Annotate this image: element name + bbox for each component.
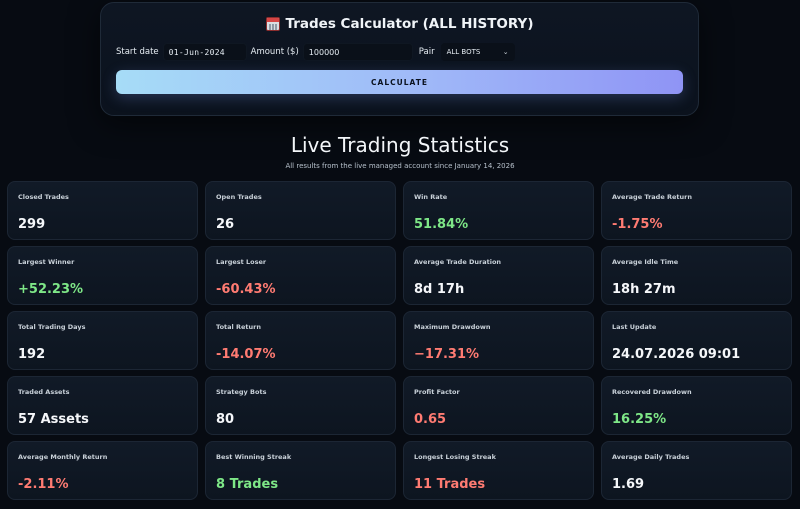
stat-card: Total Trading Days 192 (7, 311, 198, 370)
stat-card-value: 16.25% (612, 412, 667, 427)
stat-card-value: 11 Trades (414, 477, 486, 492)
stat-card-label: Largest Winner (18, 258, 75, 266)
stat-card: Average Trade Duration 8d 17h (403, 246, 594, 305)
stat-card-value: -14.07% (216, 347, 276, 362)
calculator-inputs-row: Start date 01-Jun-2024 Amount ($) 100000… (116, 42, 683, 62)
stat-card-value: -2.11% (18, 477, 69, 492)
page-title: Live Trading Statistics (290, 133, 510, 157)
stat-card: Average Daily Trades 1.69 (601, 441, 792, 500)
stat-card: Closed Trades 299 (7, 181, 198, 240)
stat-card-label: Average Trade Duration (414, 258, 502, 266)
stat-card-label: Average Daily Trades (612, 453, 690, 461)
stat-card: Maximum Drawdown −17.31% (403, 311, 594, 370)
stat-card-label: Total Return (216, 323, 262, 331)
stat-card-value: 24.07.2026 09:01 (612, 347, 741, 362)
stat-card-value: 80 (216, 412, 235, 427)
stat-card-label: Recovered Drawdown (612, 388, 692, 396)
stat-card: Largest Winner +52.23% (7, 246, 198, 305)
stat-card-label: Strategy Bots (216, 388, 267, 396)
pair-select-value: ALL BOTS (446, 48, 481, 56)
stat-card: Recovered Drawdown 16.25% (601, 376, 792, 435)
calculator-title: Trades Calculator (ALL HISTORY) (101, 16, 698, 32)
stat-card-label: Largest Loser (216, 258, 267, 266)
start-date-input[interactable]: 01-Jun-2024 (162, 43, 247, 61)
stat-card-value: 299 (18, 217, 46, 232)
stat-card-label: Average Idle Time (612, 258, 679, 266)
stat-card-label: Last Update (612, 323, 657, 331)
stat-card: Profit Factor 0.65 (403, 376, 594, 435)
stat-card: Largest Loser -60.43% (205, 246, 396, 305)
stat-card: Strategy Bots 80 (205, 376, 396, 435)
stat-card-label: Best Winning Streak (216, 453, 292, 461)
stat-card-value: -1.75% (612, 217, 663, 232)
trades-calculator-panel: Trades Calculator (ALL HISTORY) Start da… (100, 2, 699, 116)
pair-label: Pair (418, 47, 435, 57)
stat-card-label: Maximum Drawdown (414, 323, 491, 331)
calculate-button[interactable]: CALCULATE (116, 70, 683, 94)
chevron-down-icon: ⌄ (502, 48, 509, 56)
stat-card-value: −17.31% (414, 347, 480, 362)
stat-card: Total Return -14.07% (205, 311, 396, 370)
stat-card-value: 51.84% (414, 217, 469, 232)
stat-card: Average Trade Return -1.75% (601, 181, 792, 240)
stat-card-value: 8 Trades (216, 477, 279, 492)
stat-card-label: Traded Assets (18, 388, 70, 396)
stat-card: Open Trades 26 (205, 181, 396, 240)
stat-card-value: 0.65 (414, 412, 447, 427)
stat-card-value: 192 (18, 347, 46, 362)
amount-label: Amount ($) (250, 47, 299, 57)
stat-card: Longest Losing Streak 11 Trades (403, 441, 594, 500)
stat-card: Win Rate 51.84% (403, 181, 594, 240)
stat-card: Last Update 24.07.2026 09:01 (601, 311, 792, 370)
stat-card-label: Average Trade Return (612, 193, 692, 201)
stat-card-value: 18h 27m (612, 282, 676, 297)
page-subtitle: All results from the live managed accoun… (285, 162, 515, 170)
stat-card-value: +52.23% (18, 282, 84, 297)
stat-card: Average Monthly Return -2.11% (7, 441, 198, 500)
stat-card-label: Profit Factor (414, 388, 460, 396)
stat-card-label: Open Trades (216, 193, 262, 201)
stat-card-value: -60.43% (216, 282, 276, 297)
calendar-icon (265, 17, 280, 31)
stat-card: Traded Assets 57 Assets (7, 376, 198, 435)
stat-card: Average Idle Time 18h 27m (601, 246, 792, 305)
stat-card-value: 26 (216, 217, 235, 232)
stat-card-label: Closed Trades (18, 193, 69, 201)
amount-input[interactable]: 100000 (302, 43, 413, 61)
pair-select[interactable]: ALL BOTS ⌄ (440, 43, 515, 61)
stat-card-label: Total Trading Days (18, 323, 86, 331)
stat-card-label: Average Monthly Return (18, 453, 108, 461)
stat-card-label: Longest Losing Streak (414, 453, 496, 461)
stat-card-value: 1.69 (612, 477, 645, 492)
stat-card: Best Winning Streak 8 Trades (205, 441, 396, 500)
stat-card-label: Win Rate (414, 193, 448, 201)
stat-card-value: 57 Assets (18, 412, 89, 427)
start-date-label: Start date (116, 47, 159, 57)
stat-card-value: 8d 17h (414, 282, 465, 297)
calculator-title-text: Trades Calculator (ALL HISTORY) (285, 16, 534, 32)
stats-grid: Closed Trades 299 Open Trades 26 Win Rate 51.… (7, 181, 793, 500)
